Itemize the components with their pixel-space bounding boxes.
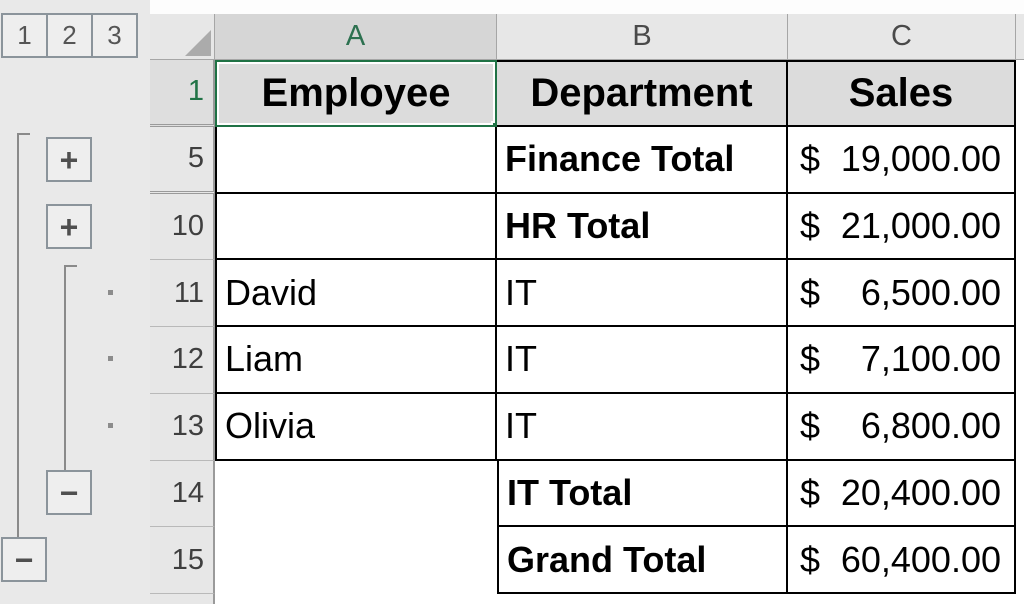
cell-b10[interactable]: HR Total [497,193,788,261]
cell-c13[interactable]: $ 6,800.00 [788,393,1016,461]
expand-group-button-row5[interactable]: + [46,137,92,182]
outline-bracket-level1 [17,133,19,537]
outline-detail-dot-row12 [108,356,113,361]
table-row-15: 15 Grand Total $ 60,400.00 [150,527,1024,594]
currency-symbol: $ [800,138,821,180]
outline-gutter: 1 2 3 + + − − [0,0,150,604]
fill-handle[interactable] [491,120,495,125]
row-header-13[interactable]: 13 [150,393,215,461]
outline-bracket-level2 [64,265,66,470]
cell-a1-selected[interactable]: Employee [215,60,497,127]
currency-symbol: $ [800,405,821,447]
employee-header-label: Employee [261,70,451,115]
collapse-group-button-row15[interactable]: − [1,537,47,582]
cell-c14[interactable]: $ 20,400.00 [788,460,1016,528]
cell-b15[interactable]: Grand Total [497,527,788,594]
row-header-12[interactable]: 12 [150,327,215,394]
outline-bracket-level2-tick [66,265,77,267]
cell-b14[interactable]: IT Total [497,460,788,528]
cell-c10[interactable]: $ 21,000.00 [788,193,1016,261]
currency-value: 6,500.00 [860,271,1001,313]
cell-c1[interactable]: Sales [788,60,1016,127]
currency-symbol: $ [800,471,821,513]
grid-rows: 1 Employee Department Sales 5 Finance To… [150,60,1024,594]
table-row-10: 10 HR Total $ 21,000.00 [150,193,1024,261]
outline-detail-dot-row11 [108,290,113,295]
currency-symbol: $ [800,271,821,313]
cell-b13[interactable]: IT [497,393,788,461]
table-row-14: 14 IT Total $ 20,400.00 [150,460,1024,528]
row-header-14[interactable]: 14 [150,460,215,528]
currency-symbol: $ [800,338,821,380]
cell-a11[interactable]: David [215,260,497,327]
cell-c12[interactable]: $ 7,100.00 [788,327,1016,394]
currency-symbol: $ [800,204,821,246]
currency-value: 60,400.00 [840,538,1001,580]
column-header-strip: A B C [150,14,1024,60]
cell-a13[interactable]: Olivia [215,393,497,461]
column-header-a[interactable]: A [215,14,497,59]
currency-value: 6,800.00 [860,405,1001,447]
row-header-1[interactable]: 1 [150,60,215,127]
row-header-5[interactable]: 5 [150,126,215,194]
row-header-15[interactable]: 15 [150,527,215,594]
cell-b11[interactable]: IT [497,260,788,327]
currency-value: 21,000.00 [840,204,1001,246]
table-row-13: 13 Olivia IT $ 6,800.00 [150,393,1024,461]
column-header-b[interactable]: B [497,14,788,59]
outline-level-buttons: 1 2 3 [1,13,138,58]
cell-a12[interactable]: Liam [215,327,497,394]
cell-a10[interactable] [215,193,497,261]
currency-value: 7,100.00 [860,338,1001,380]
column-header-c[interactable]: C [788,14,1016,59]
currency-value: 20,400.00 [840,471,1001,513]
cell-c15[interactable]: $ 60,400.00 [788,527,1016,594]
table-row-11: 11 David IT $ 6,500.00 [150,260,1024,327]
worksheet: A B C 1 Employee Department Sales 5 Fina… [150,0,1024,604]
cell-c5[interactable]: $ 19,000.00 [788,126,1016,194]
cell-b5[interactable]: Finance Total [497,126,788,194]
collapse-group-button-row14[interactable]: − [46,470,92,515]
cell-a15[interactable] [215,527,497,594]
table-row-12: 12 Liam IT $ 7,100.00 [150,327,1024,394]
column-header-next-sliver [1016,14,1024,59]
currency-value: 19,000.00 [840,138,1001,180]
outline-level-1-button[interactable]: 1 [1,13,48,58]
top-margin [150,0,1024,14]
select-all-corner[interactable] [150,14,215,59]
outline-level-3-button[interactable]: 3 [91,13,138,58]
row-header-11[interactable]: 11 [150,260,215,327]
currency-symbol: $ [800,538,821,580]
outline-level-2-button[interactable]: 2 [46,13,93,58]
select-all-icon [185,30,211,56]
expand-group-button-row10[interactable]: + [46,204,92,249]
outline-detail-dot-row13 [108,423,113,428]
cell-c11[interactable]: $ 6,500.00 [788,260,1016,327]
cell-a5[interactable] [215,126,497,194]
cell-b12[interactable]: IT [497,327,788,394]
partial-row-16 [150,594,1024,604]
table-row-5: 5 Finance Total $ 19,000.00 [150,126,1024,194]
row-header-16-partial[interactable] [150,594,215,604]
row-header-10[interactable]: 10 [150,193,215,261]
cell-a14[interactable] [215,460,497,528]
table-row-1: 1 Employee Department Sales [150,60,1024,127]
outline-bracket-level1-tick [19,133,30,135]
cell-b1[interactable]: Department [497,60,788,127]
